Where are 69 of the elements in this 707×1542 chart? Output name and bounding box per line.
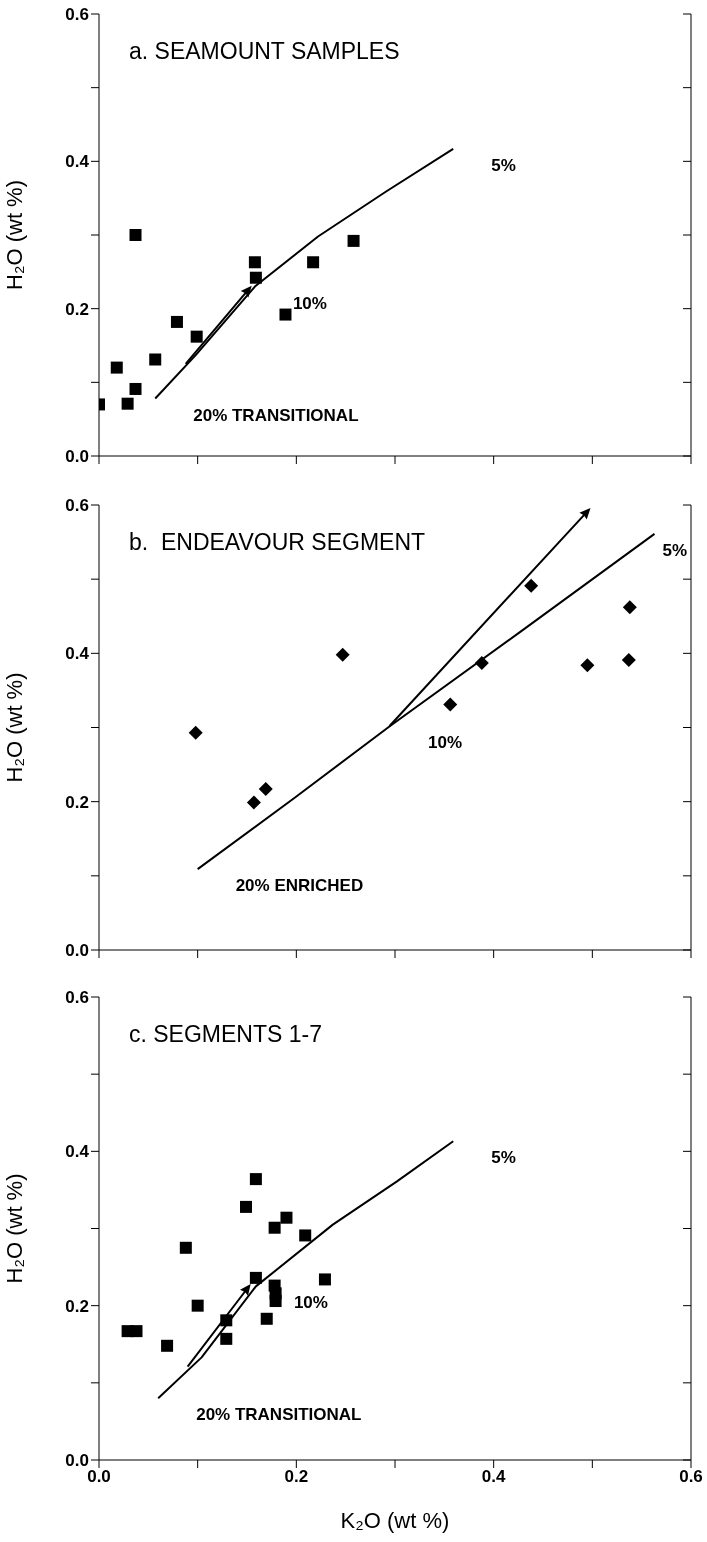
point [188, 725, 203, 740]
text: a. SEAMOUNT SAMPLES [129, 38, 400, 65]
point [280, 1211, 293, 1224]
point [129, 382, 142, 395]
y-tick-label: 0.6 [65, 496, 89, 516]
point [524, 578, 539, 593]
point [279, 308, 292, 321]
y-axis-title: H₂O (wt %) [1, 672, 27, 783]
y-tick-label: 0.6 [65, 5, 89, 25]
annotation: 20% TRANSITIONAL [196, 1405, 362, 1425]
point [170, 315, 183, 328]
point [130, 1325, 143, 1338]
point [249, 1173, 262, 1186]
annotation: 10% [292, 293, 327, 313]
text: b. ENDEAVOUR SEGMENT [129, 529, 426, 556]
y-tick-label: 0.4 [65, 152, 90, 172]
y-tick-label: 0.0 [65, 941, 89, 961]
annotation: 5% [662, 540, 687, 560]
point [121, 397, 134, 410]
point [335, 647, 350, 662]
annotation: 5% [491, 155, 516, 175]
point [580, 658, 595, 673]
point [258, 782, 273, 797]
point [149, 353, 162, 366]
y-tick-label: 0.6 [65, 988, 89, 1008]
point [110, 361, 123, 374]
point [260, 1312, 273, 1325]
point [248, 256, 261, 269]
point [269, 1295, 282, 1308]
point [268, 1221, 281, 1234]
x-tick-label: 0.0 [87, 1467, 111, 1487]
point [318, 1273, 331, 1286]
x-tick-label: 0.2 [284, 1467, 309, 1487]
point [443, 697, 458, 712]
annotation: 10% [428, 733, 463, 753]
point [220, 1332, 233, 1345]
point [621, 653, 636, 668]
y-tick-label: 0.2 [65, 792, 89, 812]
point [622, 600, 637, 615]
text: c. SEGMENTS 1-7 [129, 1021, 322, 1048]
line-series [157, 1140, 455, 1400]
y-axis-title: H₂O (wt %) [1, 1173, 27, 1284]
line-series [154, 147, 455, 400]
point [246, 795, 261, 810]
annotation: 20% ENRICHED [235, 876, 364, 896]
point [240, 1200, 253, 1213]
y-tick-label: 0.2 [65, 299, 89, 319]
y-tick-label: 0.0 [65, 1451, 89, 1471]
point [191, 1299, 204, 1312]
point [179, 1241, 192, 1254]
y-tick-label: 0.4 [65, 1142, 90, 1162]
x-axis-title: K₂O (wt %) [340, 1508, 450, 1533]
y-tick-label: 0.4 [65, 644, 90, 664]
point [190, 330, 203, 343]
point [249, 1271, 262, 1284]
y-axis-title: H₂O (wt %) [1, 180, 27, 290]
point [161, 1339, 174, 1352]
point [249, 271, 262, 284]
point [129, 229, 142, 241]
point [299, 1229, 312, 1242]
annotation: 20% TRANSITIONAL [193, 405, 359, 425]
point [347, 234, 360, 247]
x-tick-label: 0.6 [679, 1467, 703, 1487]
point [307, 256, 320, 269]
annotation: 5% [491, 1148, 516, 1168]
y-tick-label: 0.0 [65, 447, 89, 467]
x-tick-label: 0.4 [481, 1467, 507, 1487]
y-tick-label: 0.2 [65, 1296, 89, 1316]
annotation: 10% [293, 1293, 328, 1313]
